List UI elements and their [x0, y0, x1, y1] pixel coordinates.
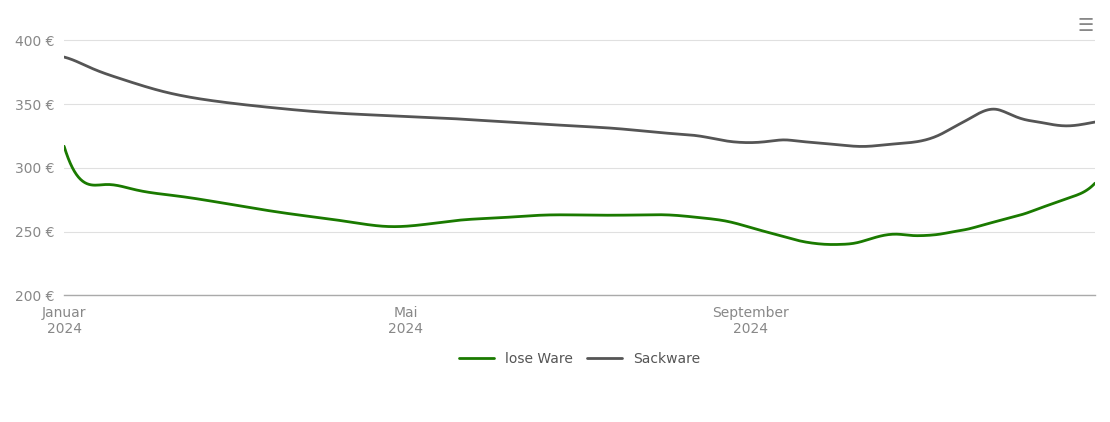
Sackware — [905, 140, 918, 145]
lose Ware — [826, 242, 839, 247]
lose Ware — [1088, 181, 1101, 186]
Sackware — [58, 54, 71, 60]
lose Ware — [672, 213, 685, 218]
Sackware — [1088, 119, 1101, 124]
Line: lose Ware: lose Ware — [64, 146, 1094, 244]
Text: ☰: ☰ — [1077, 17, 1093, 35]
lose Ware — [615, 213, 628, 218]
lose Ware — [58, 144, 71, 149]
lose Ware — [547, 212, 561, 217]
Sackware — [1066, 123, 1079, 128]
Sackware — [553, 123, 566, 128]
Sackware — [855, 144, 868, 149]
Sackware — [547, 122, 561, 127]
lose Ware — [553, 212, 566, 217]
lose Ware — [905, 233, 918, 238]
Legend: lose Ware, Sackware: lose Ware, Sackware — [453, 345, 707, 373]
Sackware — [672, 131, 685, 136]
Sackware — [615, 127, 628, 132]
lose Ware — [1066, 194, 1079, 199]
Line: Sackware: Sackware — [64, 57, 1094, 146]
